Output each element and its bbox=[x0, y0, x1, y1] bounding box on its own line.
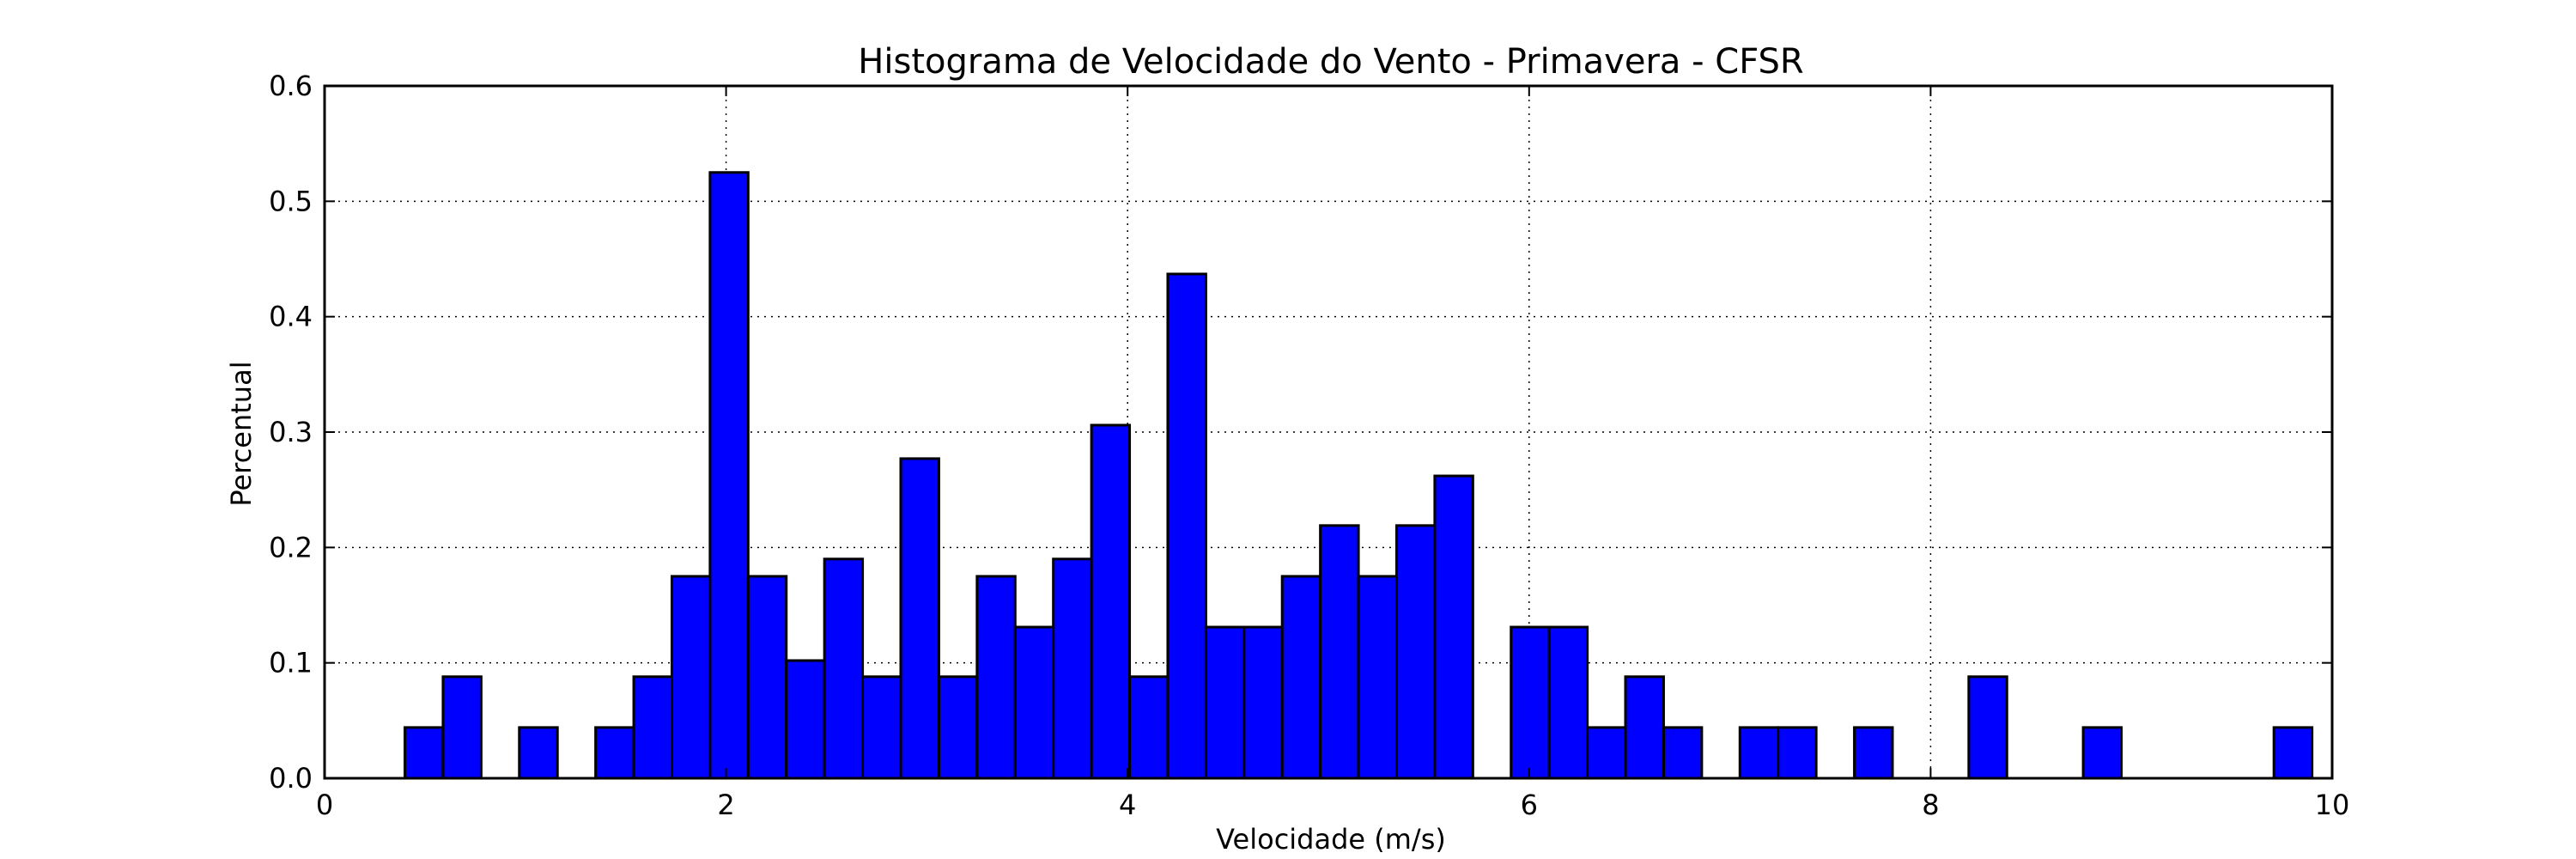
ticks-layer: 0 2 4 6 8 10 0.0 0.1 0.2 0.3 0.4 0.5 0.6 bbox=[269, 70, 2349, 821]
histogram-bar bbox=[1547, 625, 1589, 780]
histogram-bar bbox=[1242, 625, 1284, 780]
histogram-bar bbox=[441, 675, 483, 780]
x-tick-label: 6 bbox=[1521, 789, 1538, 821]
chart-title: Histograma de Velocidade do Vento - Prim… bbox=[858, 42, 1803, 82]
histogram-bar bbox=[1777, 726, 1818, 780]
y-tick-label: 0.0 bbox=[269, 762, 313, 795]
histogram-bar bbox=[1280, 575, 1322, 780]
y-tick-label: 0.1 bbox=[269, 647, 313, 679]
y-axis-label: Percentual bbox=[225, 361, 258, 506]
histogram-bar bbox=[1319, 524, 1360, 780]
histogram-bar bbox=[1624, 675, 1665, 780]
histogram-bar bbox=[594, 726, 635, 780]
histogram-bar bbox=[785, 659, 826, 780]
histogram-bar bbox=[2272, 726, 2314, 780]
x-tick-label: 0 bbox=[316, 789, 333, 821]
histogram-bar bbox=[1013, 625, 1055, 780]
histogram-bar bbox=[670, 575, 712, 780]
y-tick-label: 0.3 bbox=[269, 416, 313, 448]
histogram-bar bbox=[1166, 272, 1207, 780]
y-tick-label: 0.2 bbox=[269, 531, 313, 564]
histogram-bar bbox=[746, 575, 788, 780]
histogram-bar bbox=[1204, 625, 1246, 780]
histogram-bar bbox=[1052, 557, 1093, 780]
histogram-bar bbox=[1510, 625, 1551, 780]
y-tick-label: 0.4 bbox=[269, 301, 313, 333]
histogram-bar bbox=[1967, 675, 2008, 780]
histogram-bar bbox=[632, 675, 673, 780]
histogram-bar bbox=[1433, 474, 1474, 780]
y-tick-label: 0.6 bbox=[269, 70, 313, 102]
histogram-bar bbox=[1662, 726, 1704, 780]
histogram-bar bbox=[1357, 575, 1398, 780]
x-tick-label: 4 bbox=[1119, 789, 1136, 821]
x-tick-label: 2 bbox=[717, 789, 734, 821]
x-axis-label: Velocidade (m/s) bbox=[1216, 823, 1446, 856]
histogram-bar bbox=[2081, 726, 2123, 780]
x-tick-label: 10 bbox=[2315, 789, 2350, 821]
histogram-bar bbox=[823, 557, 865, 780]
x-tick-label: 8 bbox=[1922, 789, 1939, 821]
histogram-bar bbox=[1128, 675, 1170, 780]
histogram-bar bbox=[975, 575, 1017, 780]
histogram-bar bbox=[1394, 524, 1437, 780]
histogram-bar bbox=[1853, 726, 1894, 780]
histogram-bar bbox=[937, 675, 979, 780]
histogram-bar bbox=[708, 171, 750, 780]
histogram-bar bbox=[518, 726, 559, 780]
histogram-bar bbox=[404, 726, 445, 780]
histogram-bar bbox=[899, 457, 940, 780]
histogram-bar bbox=[1738, 726, 1780, 780]
bars-layer bbox=[404, 171, 2314, 780]
histogram-bar bbox=[1090, 423, 1132, 780]
histogram-bar bbox=[861, 675, 902, 780]
y-tick-label: 0.5 bbox=[269, 185, 313, 217]
histogram-bar bbox=[1586, 726, 1627, 780]
